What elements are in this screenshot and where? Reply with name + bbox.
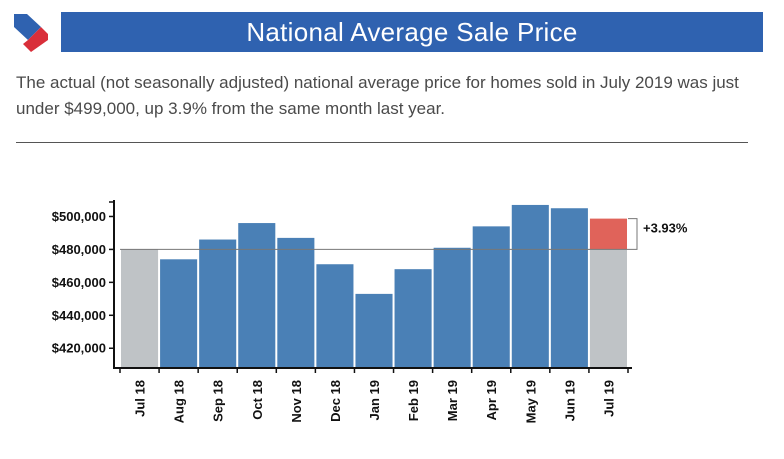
bar-0 <box>121 249 159 368</box>
bar-9 <box>472 226 510 368</box>
y-tick-label: $420,000 <box>52 341 106 356</box>
x-tick-label: Jul 18 <box>133 380 148 417</box>
x-tick-label: Nov 18 <box>289 380 304 423</box>
title-bar: National Average Sale Price <box>61 12 763 52</box>
x-tick-label: Jul 19 <box>601 380 616 417</box>
bar-12-base <box>589 249 627 368</box>
page-title: National Average Sale Price <box>246 16 578 47</box>
logo-icon <box>14 14 48 52</box>
divider <box>16 142 748 143</box>
x-tick-label: Feb 19 <box>406 380 421 421</box>
x-tick-label: Jan 19 <box>367 380 382 420</box>
y-tick-label: $480,000 <box>52 242 106 257</box>
change-bracket <box>628 218 638 250</box>
x-tick-label: Jun 19 <box>562 380 577 421</box>
change-label: +3.93% <box>643 221 688 236</box>
x-tick-label: Oct 18 <box>250 380 265 420</box>
bar-1 <box>160 259 198 368</box>
x-tick-label: Mar 19 <box>445 380 460 421</box>
bar-7 <box>394 269 432 368</box>
x-tick-label: May 19 <box>523 380 538 423</box>
bar-8 <box>433 247 471 368</box>
x-tick-label: Apr 19 <box>484 380 499 420</box>
y-tick-label: $460,000 <box>52 275 106 290</box>
bar-2 <box>199 239 237 368</box>
bar-5 <box>316 264 354 368</box>
x-tick-label: Aug 18 <box>172 380 187 423</box>
bar-11 <box>550 208 588 368</box>
bar-10 <box>511 204 549 368</box>
x-tick-label: Dec 18 <box>328 380 343 422</box>
bar-4 <box>277 237 315 368</box>
bar-12-increase <box>589 218 627 250</box>
x-tick-label: Sep 18 <box>211 380 226 422</box>
bar-3 <box>238 223 276 368</box>
y-tick-label: $500,000 <box>52 209 106 224</box>
chart-description: The actual (not seasonally adjusted) nat… <box>16 73 739 118</box>
y-tick-label: $440,000 <box>52 308 106 323</box>
bar-6 <box>355 293 393 368</box>
